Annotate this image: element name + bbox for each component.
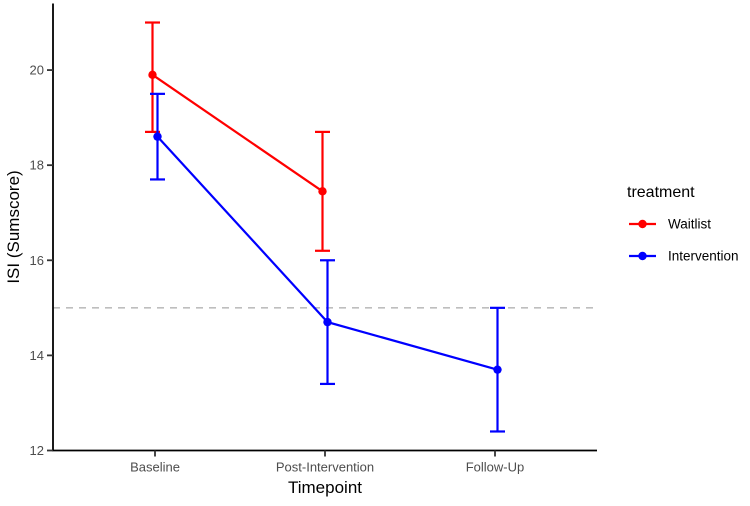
legend-title: treatment bbox=[627, 184, 695, 201]
y-tick-label: 14 bbox=[30, 348, 44, 363]
data-point-waitlist-post-intervention bbox=[318, 187, 327, 196]
legend-label-waitlist: Waitlist bbox=[668, 217, 711, 232]
series-line-waitlist bbox=[151, 73, 324, 193]
y-tick-label: 12 bbox=[30, 443, 44, 458]
legend-item-waitlist bbox=[629, 219, 656, 229]
x-axis-title: Timepoint bbox=[288, 478, 362, 497]
legend-label-intervention: Intervention bbox=[668, 249, 739, 264]
legend-key-point-waitlist bbox=[638, 219, 647, 229]
legend bbox=[629, 219, 656, 261]
y-axis-title: ISI (Sumscore) bbox=[4, 170, 23, 283]
y-tick-label: 18 bbox=[30, 158, 44, 173]
y-tick-label: 20 bbox=[30, 63, 44, 78]
legend-key-point-intervention bbox=[638, 251, 647, 261]
data-point-intervention-post-intervention bbox=[323, 317, 332, 327]
x-tick-label: Post-Intervention bbox=[276, 460, 374, 475]
y-tick-label: 16 bbox=[30, 253, 44, 268]
data-point-intervention-baseline bbox=[153, 132, 162, 141]
x-tick-label: Baseline bbox=[130, 460, 180, 475]
legend-item-intervention bbox=[629, 251, 656, 261]
x-tick-label: Follow-Up bbox=[466, 460, 525, 475]
data-point-intervention-follow-up bbox=[493, 365, 502, 374]
data-point-waitlist-baseline bbox=[148, 70, 157, 80]
